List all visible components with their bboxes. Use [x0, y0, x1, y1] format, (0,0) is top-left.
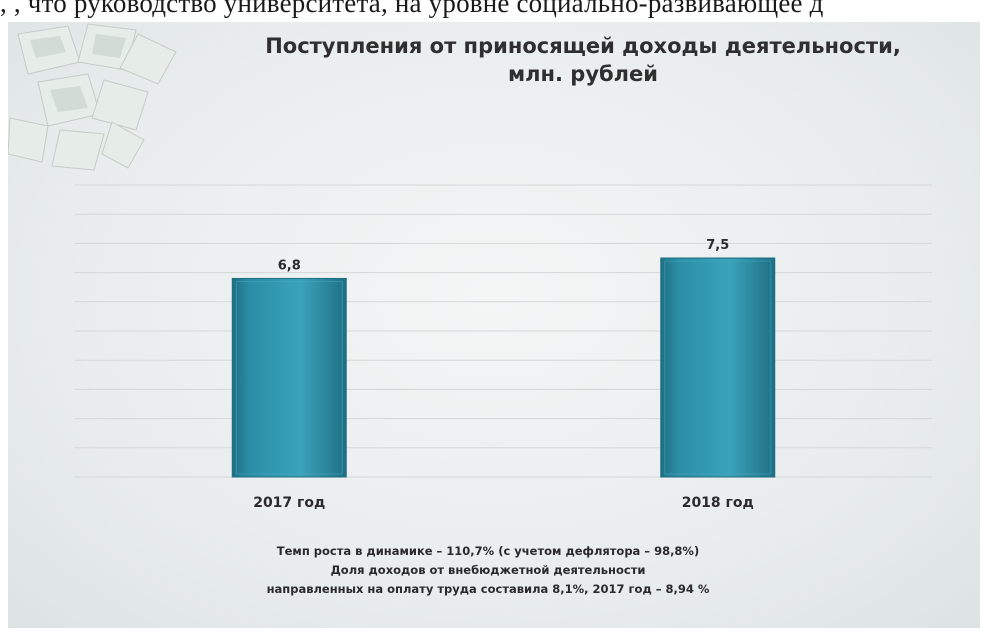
chart-footnote: Темп роста в динамике – 110,7% (с учетом… [68, 542, 908, 599]
presentation-slide: Поступления от приносящей доходы деятель… [8, 22, 980, 628]
data-label: 7,5 [706, 238, 729, 253]
chart-bars [231, 257, 776, 478]
paper-sheets-decoration-icon [8, 23, 177, 171]
chart-title-line-1: Поступления от приносящей доходы деятель… [265, 34, 901, 58]
cropped-document-text: , , что руководство университета, на уро… [0, 0, 824, 18]
bar-bevel [235, 280, 343, 475]
chart-title-line-2: млн. рублей [507, 62, 659, 86]
category-label: 2018 год [682, 495, 754, 511]
chart-title: Поступления от приносящей доходы деятель… [198, 32, 968, 88]
bar-2018 год [660, 257, 776, 478]
footnote-line-3: направленных на оплату труда составила 8… [266, 582, 710, 596]
data-label: 6,8 [278, 258, 301, 273]
chart-labels: 6,8 2017 год 7,5 2018 год [253, 238, 754, 511]
footnote-line-2: Доля доходов от внебюджетной деятельност… [330, 563, 646, 577]
footnote-line-1: Темп роста в динамике – 110,7% (с учетом… [276, 544, 700, 558]
bar-bevel [664, 260, 772, 475]
bar-2017 год [231, 277, 347, 478]
category-label: 2017 год [253, 495, 325, 511]
bar-chart: 6,8 2017 год 7,5 2018 год [75, 184, 932, 511]
chart-gridlines [75, 184, 932, 478]
cropped-document-text-strip: , , что руководство университета, на уро… [0, 0, 987, 22]
bar [660, 257, 776, 478]
bar [231, 277, 347, 478]
